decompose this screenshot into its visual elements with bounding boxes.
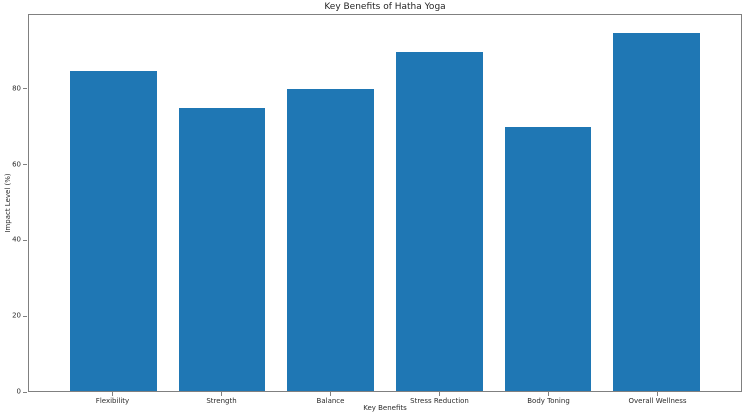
y-tick-mark (23, 239, 27, 241)
y-tick-mark (23, 164, 27, 166)
bar-slot (168, 15, 277, 391)
y-axis-ticks: 0 20 40 60 80 (0, 14, 28, 395)
x-tick-mark (221, 392, 222, 396)
bar-overall-wellness (613, 32, 701, 391)
y-tick-label: 20 (12, 311, 21, 320)
x-tick-label: Stress Reduction (410, 397, 469, 405)
bar-body-toning (504, 127, 592, 391)
x-axis-label: Key Benefits (363, 404, 407, 412)
plot-area (28, 14, 742, 392)
x-axis-ticks: Flexibility Strength Balance Stress Reducti… (28, 392, 742, 408)
y-tick-mark (23, 315, 27, 317)
x-tick-label: Balance (316, 397, 345, 405)
x-tick-label: Body Toning (527, 397, 570, 405)
y-tick-mark (23, 391, 27, 393)
bars-container (29, 15, 741, 391)
bar-strength (178, 108, 266, 391)
y-tick-label: 0 (16, 387, 21, 396)
x-tick-mark (439, 392, 440, 396)
bar-slot (276, 15, 385, 391)
bar-slot (385, 15, 494, 391)
bar-stress-reduction (395, 51, 483, 391)
y-tick-mark (23, 88, 27, 90)
x-tick-label: Overall Wellness (628, 397, 687, 405)
x-tick-label: Flexibility (95, 397, 130, 405)
y-tick-label: 40 (12, 235, 21, 244)
x-tick-mark (112, 392, 113, 396)
y-tick-label: 80 (12, 84, 21, 93)
bar-balance (287, 89, 375, 391)
x-tick-mark (548, 392, 549, 396)
bar-slot (59, 15, 168, 391)
bar-slot (494, 15, 603, 391)
x-tick-mark (330, 392, 331, 396)
chart-title: Key Benefits of Hatha Yoga (324, 2, 446, 12)
bar-slot (602, 15, 711, 391)
x-tick-label: Strength (206, 397, 237, 405)
bar-flexibility (69, 70, 157, 391)
x-tick-mark (657, 392, 658, 396)
y-tick-label: 60 (12, 160, 21, 169)
